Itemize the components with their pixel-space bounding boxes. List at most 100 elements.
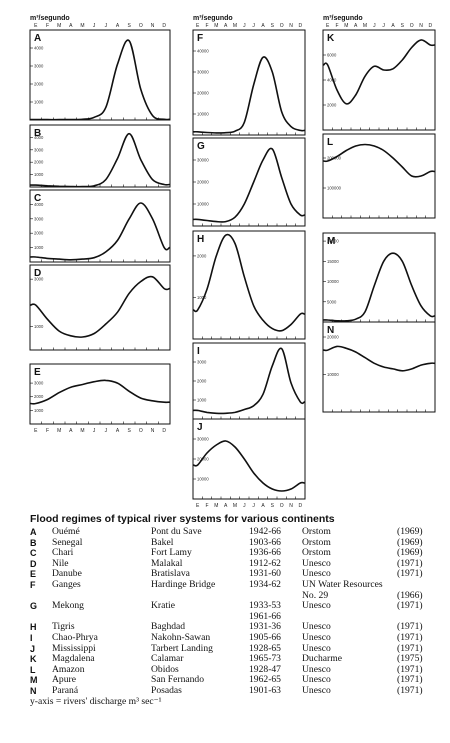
month-tick-label: M bbox=[80, 428, 84, 434]
caption-code: N bbox=[30, 685, 37, 696]
month-tick-label: E bbox=[196, 23, 200, 29]
caption-year: (1971) bbox=[397, 600, 423, 612]
caption-station: Tarbert Landing bbox=[151, 642, 213, 654]
caption-code: H bbox=[30, 622, 37, 633]
caption-period: 1931-36 bbox=[249, 621, 281, 633]
y-tick-label: 3000 bbox=[34, 381, 44, 386]
month-tick-label: J bbox=[243, 503, 246, 509]
y-tick-label: 30000 bbox=[197, 158, 209, 163]
discharge-line bbox=[323, 345, 435, 372]
caption-row: No. 29 (1966) bbox=[30, 589, 430, 602]
caption-source: Unesco bbox=[302, 621, 331, 633]
caption-source: Orstom bbox=[302, 536, 331, 548]
y-tick-label: 20000 bbox=[327, 335, 339, 340]
panel-letter: L bbox=[327, 137, 333, 148]
caption-river: Mississippi bbox=[52, 642, 96, 654]
caption-period: 1931-60 bbox=[249, 568, 281, 580]
panel-frame bbox=[192, 230, 306, 340]
caption-river: Mekong bbox=[52, 600, 84, 612]
y-tick-label: 2000 bbox=[34, 394, 44, 399]
month-tick-label: A bbox=[261, 23, 265, 29]
month-tick-label: M bbox=[344, 23, 348, 29]
caption-station: Baghdad bbox=[151, 621, 186, 633]
month-tick-label: M bbox=[214, 503, 218, 509]
caption-row: G Mekong Kratie 1933-53 Unesco (1971) bbox=[30, 601, 430, 612]
discharge-line bbox=[323, 252, 435, 322]
caption-period: 1936-66 bbox=[249, 547, 281, 559]
month-tick-label: O bbox=[139, 428, 143, 434]
month-tick-label: A bbox=[224, 503, 228, 509]
panel-frame bbox=[322, 29, 436, 131]
month-tick-label: A bbox=[116, 23, 120, 29]
caption-row: L Amazon Obidos 1928-47 Unesco (1971) bbox=[30, 664, 430, 676]
panel-letter: C bbox=[34, 193, 41, 204]
caption-code: B bbox=[30, 537, 37, 548]
y-tick-label: 2000 bbox=[327, 103, 337, 108]
y-tick-label: 3000 bbox=[34, 216, 44, 221]
caption-code: L bbox=[30, 664, 36, 675]
month-tick-label: F bbox=[205, 503, 208, 509]
caption-row: C Chari Fort Lamy 1936-66 Orstom (1969) bbox=[30, 548, 430, 559]
y-tick-label: 3000 bbox=[34, 64, 44, 69]
month-tick-label: A bbox=[69, 428, 73, 434]
month-tick-label: S bbox=[127, 428, 131, 434]
panel-e: 1000 2000 3000 E bbox=[29, 363, 171, 425]
discharge-line bbox=[193, 56, 305, 134]
discharge-line bbox=[323, 143, 435, 178]
month-tick-label: F bbox=[46, 23, 49, 29]
caption-period: 1942-66 bbox=[249, 526, 281, 537]
caption-source: No. 29 bbox=[302, 589, 329, 601]
month-tick-label: S bbox=[127, 23, 131, 29]
panel-k: 2000 4000 6000 K bbox=[322, 29, 436, 131]
y-tick-label: 10000 bbox=[327, 372, 339, 377]
caption-source: Ducharme bbox=[302, 653, 342, 665]
y-tick-label: 4000 bbox=[34, 46, 44, 51]
y-tick-label: 20000 bbox=[327, 239, 339, 244]
month-tick-label: J bbox=[252, 503, 255, 509]
caption-row: E Danube Bratislava 1931-60 Unesco (1971) bbox=[30, 569, 430, 580]
discharge-line bbox=[323, 39, 435, 105]
panel-letter: B bbox=[34, 128, 41, 139]
caption-year: (1969) bbox=[397, 526, 423, 537]
caption-row: 1961-66 bbox=[30, 611, 430, 623]
caption-year: (1975) bbox=[397, 653, 423, 665]
month-tick-label: D bbox=[162, 23, 166, 29]
caption-code: F bbox=[30, 579, 36, 590]
caption-river: Tigris bbox=[52, 621, 75, 633]
caption-year: (1971) bbox=[397, 568, 423, 580]
month-tick-label: S bbox=[271, 503, 275, 509]
panel-frame bbox=[29, 363, 171, 425]
month-tick-label: O bbox=[139, 23, 143, 29]
caption-year: (1971) bbox=[397, 684, 423, 696]
panel-letter: F bbox=[197, 33, 203, 44]
caption-code: K bbox=[30, 654, 37, 665]
caption-river: Chari bbox=[52, 547, 74, 559]
y-tick-label: 10000 bbox=[327, 279, 339, 284]
caption-river: Paraná bbox=[52, 684, 79, 696]
caption-year: (1971) bbox=[397, 621, 423, 633]
caption-code: E bbox=[30, 569, 37, 580]
caption-source: UN Water Resources bbox=[302, 578, 383, 590]
caption-station: Bakel bbox=[151, 536, 174, 548]
caption-river: Ouémé bbox=[52, 526, 80, 537]
y-tick-label: 100000 bbox=[327, 186, 342, 191]
y-tick-label: 1000 bbox=[34, 324, 44, 329]
discharge-line bbox=[193, 233, 305, 332]
caption-code: C bbox=[30, 548, 37, 559]
caption-year: (1971) bbox=[397, 642, 423, 654]
month-tick-label: J bbox=[243, 23, 246, 29]
caption-code: I bbox=[30, 632, 33, 643]
y-tick-label: 3000 bbox=[34, 147, 44, 152]
month-tick-label: J bbox=[252, 23, 255, 29]
caption-period: 1901-63 bbox=[249, 684, 281, 696]
caption-river: Magdalena bbox=[52, 653, 95, 665]
month-tick-label: N bbox=[289, 23, 293, 29]
y-tick-label: 20000 bbox=[197, 180, 209, 185]
month-tick-label: D bbox=[162, 428, 166, 434]
y-tick-label: 1000 bbox=[34, 245, 44, 250]
panel-letter: D bbox=[34, 268, 41, 279]
